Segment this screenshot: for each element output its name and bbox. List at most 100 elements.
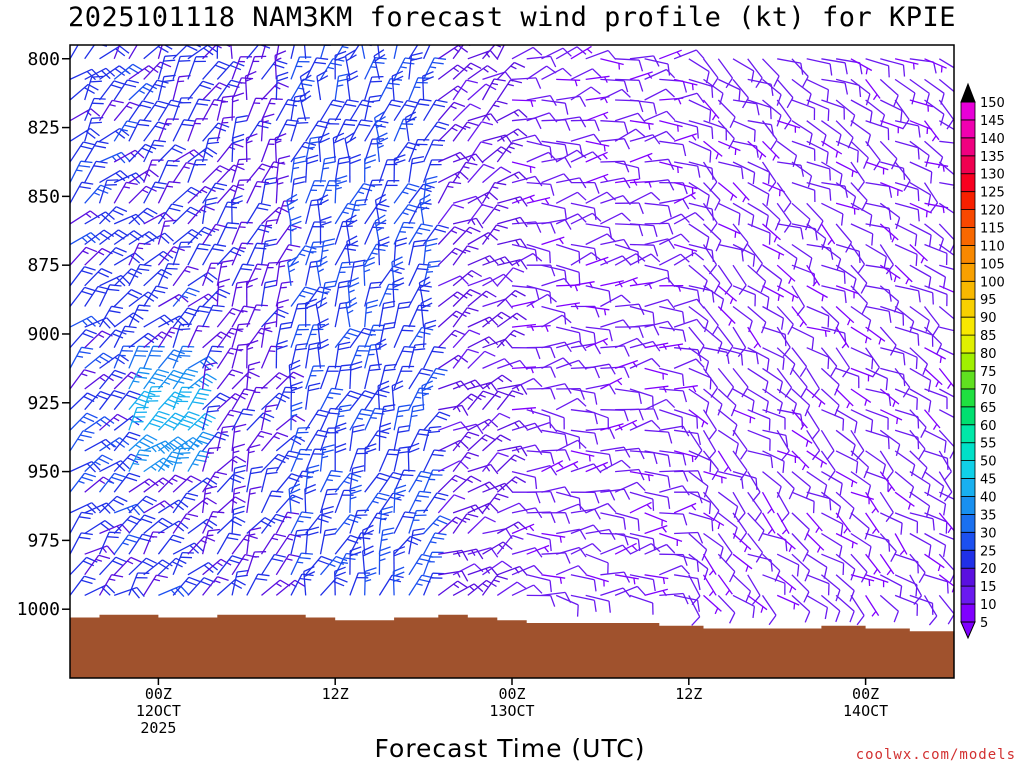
- colorbar-swatch: [960, 567, 976, 587]
- wind-barb: [438, 421, 469, 432]
- wind-barb: [113, 289, 143, 307]
- colorbar-swatch: [960, 316, 976, 336]
- wind-barb: [128, 514, 156, 534]
- wind-barb: [275, 434, 306, 452]
- wind-barb: [319, 156, 337, 183]
- wind-barb: [391, 380, 404, 410]
- wind-barb: [644, 110, 676, 122]
- wind-barb: [260, 345, 283, 369]
- wind-barb: [703, 512, 725, 530]
- wind-barb: [334, 220, 355, 245]
- colorbar-swatch: [960, 101, 976, 121]
- wind-barb: [158, 315, 189, 328]
- wind-barb: [791, 140, 816, 161]
- wind-barb: [894, 99, 910, 130]
- wind-barb: [143, 457, 174, 473]
- wind-barb: [938, 58, 954, 69]
- x-tick-label: 00Z: [145, 685, 172, 703]
- wind-barb: [98, 284, 122, 307]
- wind-barb: [275, 244, 301, 266]
- wind-barb: [143, 285, 168, 307]
- wind-barb: [585, 450, 613, 466]
- wind-barb: [673, 191, 696, 204]
- wind-barb: [585, 594, 611, 613]
- wind-barb: [467, 290, 497, 307]
- wind-barb: [659, 253, 690, 266]
- wind-barb: [393, 301, 411, 328]
- wind-barb: [615, 388, 642, 405]
- wind-barb: [791, 409, 808, 430]
- wind-barb: [378, 321, 396, 348]
- wind-barb: [98, 179, 119, 204]
- wind-barb: [717, 58, 734, 89]
- colorbar-label: 80: [980, 347, 997, 362]
- wind-barb: [290, 56, 312, 80]
- wind-barb: [481, 204, 509, 225]
- wind-barb: [511, 377, 543, 390]
- wind-barb: [128, 495, 157, 514]
- wind-barb: [231, 443, 245, 472]
- wind-barb: [289, 215, 302, 245]
- wind-barb: [821, 181, 849, 198]
- wind-barb: [290, 94, 307, 121]
- wind-barb: [629, 357, 661, 369]
- wind-barb: [260, 113, 275, 142]
- wind-barb: [732, 367, 749, 398]
- wind-barb: [526, 464, 558, 476]
- wind-barb: [570, 151, 602, 163]
- wind-barb: [717, 429, 739, 456]
- wind-barb: [320, 555, 348, 576]
- wind-barb: [570, 543, 602, 555]
- wind-barb: [894, 285, 921, 303]
- wind-barb: [438, 439, 469, 452]
- wind-barb: [644, 88, 675, 101]
- wind-barb: [614, 337, 646, 349]
- wind-barb: [718, 223, 741, 238]
- wind-barb: [422, 551, 444, 576]
- wind-barb: [659, 120, 683, 132]
- wind-barb: [216, 116, 235, 142]
- wind-barb: [615, 223, 644, 237]
- wind-barb: [702, 574, 717, 597]
- wind-barb: [245, 133, 258, 163]
- wind-barb: [481, 100, 508, 122]
- wind-barb: [717, 409, 738, 437]
- wind-barb: [349, 360, 363, 390]
- wind-barb: [629, 152, 653, 163]
- wind-barb: [496, 534, 524, 555]
- wind-barb: [541, 305, 567, 325]
- wind-barb: [172, 45, 202, 60]
- colorbar-swatch: [960, 370, 976, 390]
- wind-barb: [260, 59, 288, 80]
- wind-barb: [84, 184, 112, 204]
- wind-barb: [376, 132, 389, 163]
- wind-barb: [556, 491, 582, 510]
- colorbar-label: 70: [980, 383, 997, 398]
- wind-barb: [275, 155, 291, 183]
- wind-barb: [806, 120, 827, 147]
- wind-barb: [629, 243, 659, 257]
- wind-barb: [128, 169, 159, 184]
- wind-barb: [319, 99, 345, 122]
- wind-barb: [762, 78, 782, 106]
- wind-barb: [924, 99, 945, 126]
- wind-barb: [423, 532, 447, 555]
- wind-barb: [850, 450, 870, 479]
- wind-barb: [84, 247, 113, 266]
- wind-barb: [467, 390, 495, 411]
- wind-barb: [938, 78, 954, 106]
- wind-barb: [673, 298, 705, 309]
- wind-barb: [260, 45, 267, 59]
- wind-barb: [260, 321, 277, 348]
- wind-barb: [70, 108, 101, 122]
- wind-barb: [482, 541, 513, 555]
- wind-barb: [673, 252, 705, 266]
- wind-barb: [128, 65, 159, 80]
- wind-barb: [688, 326, 705, 357]
- wind-barb: [703, 120, 727, 141]
- wind-barb: [113, 415, 144, 431]
- wind-barb: [334, 328, 362, 349]
- wind-barb: [644, 264, 670, 283]
- y-tick-label: 900: [27, 324, 60, 345]
- wind-barb: [202, 576, 229, 596]
